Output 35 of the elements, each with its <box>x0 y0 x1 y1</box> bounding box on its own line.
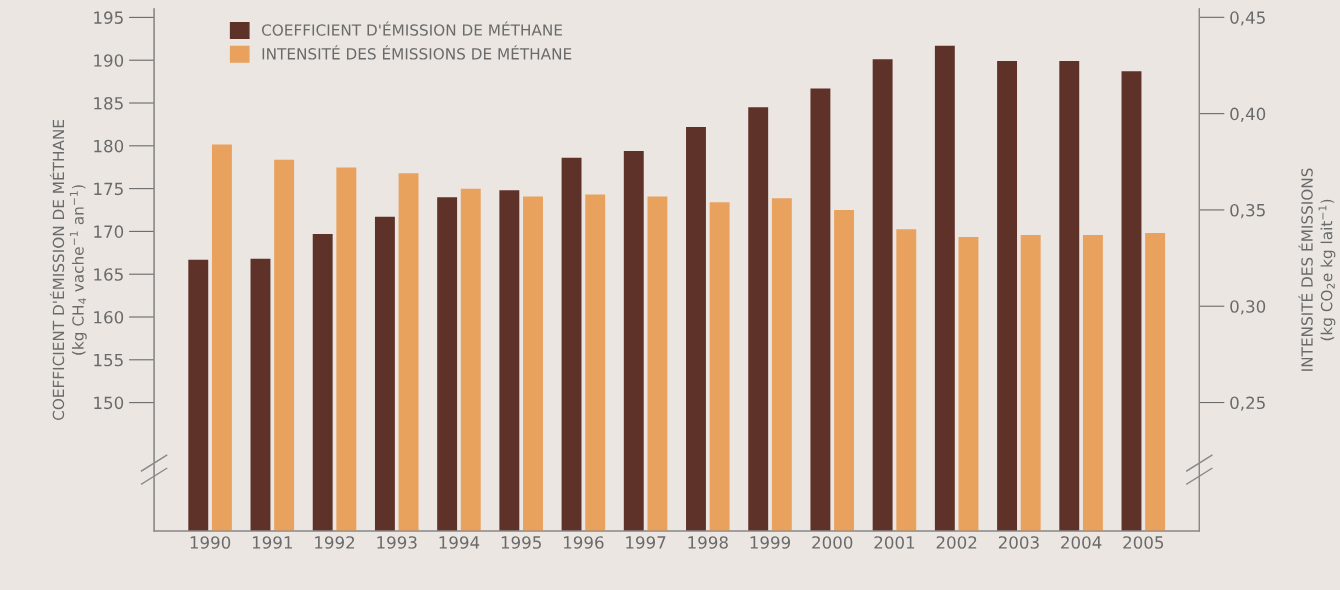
y-tick-label: 190 <box>94 54 124 67</box>
y2-tick-label: 0,30 <box>1230 300 1266 315</box>
y2-tick-label: 0,35 <box>1230 203 1265 219</box>
y-tick-label: 175 <box>94 182 123 196</box>
y2-tick-label: 0,40 <box>1230 107 1266 122</box>
y-tick-label: 185 <box>94 96 123 110</box>
legend-label: COEFFICIENT D'ÉMISSION DE MÉTHANE <box>261 21 562 36</box>
x-tick-label: 1990 <box>190 536 231 549</box>
y-tick-label: 155 <box>94 353 123 367</box>
y-tick-label: 195 <box>94 11 123 24</box>
x-tick-label: 2003 <box>998 536 1039 549</box>
y-tick-label: 150 <box>94 396 124 410</box>
y-tick-label: 160 <box>94 310 124 324</box>
x-tick-label: 1993 <box>377 536 417 549</box>
x-tick-label: 1992 <box>315 536 355 549</box>
x-tick-label: 2002 <box>936 536 977 549</box>
x-tick-label: 2001 <box>874 536 915 549</box>
y-tick-label: 165 <box>94 268 123 281</box>
y2-tick-label: 0,25 <box>1230 396 1265 411</box>
y-axis-title: COEFFICIENT D'ÉMISSION DE MÉTHANE (kg CH$_{4}$ vache$^{−1}$ an$^{−1}$) <box>49 119 87 420</box>
y-tick-label: 170 <box>94 225 124 238</box>
legend-label: INTENSITÉ DES ÉMISSIONS DE MÉTHANE <box>262 45 572 60</box>
x-tick-label: 2004 <box>1061 536 1102 549</box>
x-tick-label: 1998 <box>688 536 728 549</box>
x-tick-label: 2000 <box>812 536 853 549</box>
y2-axis-title: INTENSITÉ DES ÉMISSIONS (kg CO$_{2}$e kg lait$^{−1}$) <box>1298 168 1336 371</box>
x-tick-label: 1994 <box>439 536 480 549</box>
x-tick-label: 1995 <box>501 536 541 549</box>
x-tick-label: 1997 <box>626 536 666 549</box>
x-tick-label: 1991 <box>252 536 292 549</box>
y2-tick-label: 0,45 <box>1230 11 1265 26</box>
x-tick-label: 2005 <box>1123 536 1164 549</box>
x-tick-label: 1996 <box>564 536 604 549</box>
x-tick-label: 1999 <box>750 536 791 549</box>
y-tick-label: 180 <box>94 139 124 153</box>
